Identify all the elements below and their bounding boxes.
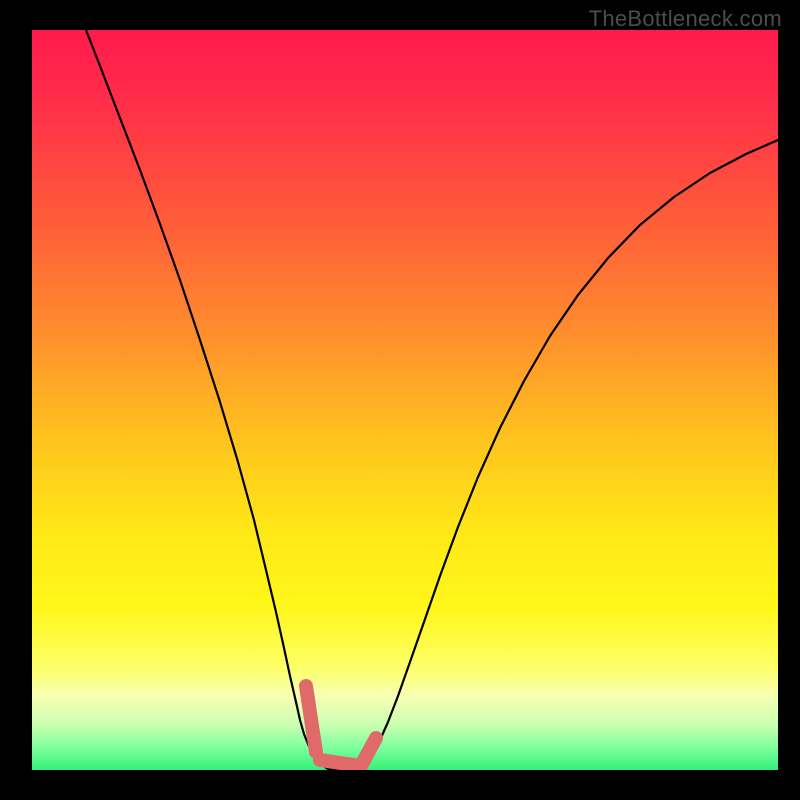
bottleneck-chart bbox=[0, 0, 800, 800]
watermark-text: TheBottleneck.com bbox=[589, 6, 782, 32]
marker-segment bbox=[320, 760, 361, 766]
plot-background bbox=[32, 30, 778, 770]
chart-container: TheBottleneck.com bbox=[0, 0, 800, 800]
marker-segment bbox=[306, 686, 316, 752]
